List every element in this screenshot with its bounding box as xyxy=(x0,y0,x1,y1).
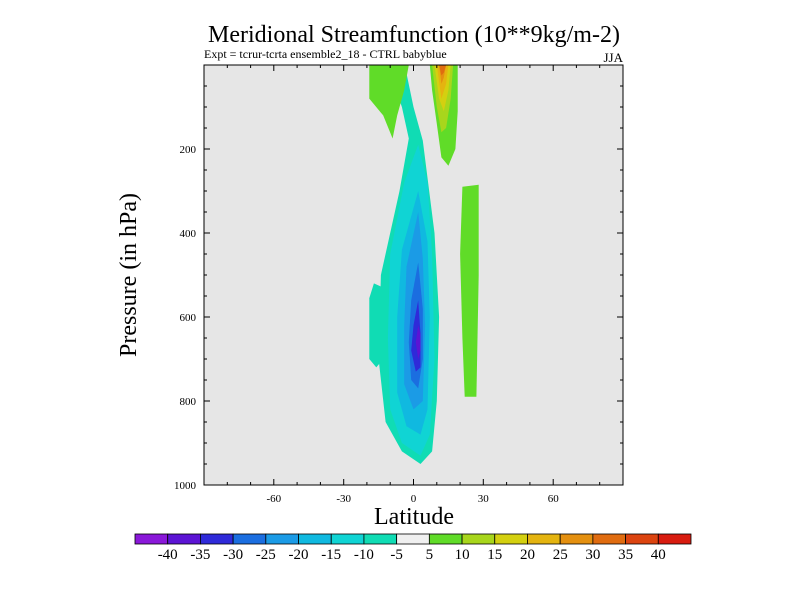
colorbar-label: 5 xyxy=(426,547,434,563)
contour-neg-40 xyxy=(415,325,421,359)
colorbar-label: -10 xyxy=(354,547,374,563)
chart-subtitle: Expt = tcrur-tcrta ensemble2_18 - CTRL b… xyxy=(204,47,447,61)
season-label: JJA xyxy=(603,50,623,65)
y-tick-label: 600 xyxy=(180,312,197,324)
y-tick-label: 800 xyxy=(180,396,197,408)
colorbar-label: -25 xyxy=(256,547,276,563)
x-tick-label: 0 xyxy=(411,493,417,505)
colorbar-label: -5 xyxy=(390,547,403,563)
colorbar-label: 35 xyxy=(618,547,633,563)
contour-pos-5-left xyxy=(369,65,409,139)
colorbar xyxy=(134,533,692,545)
colorbar-label: -40 xyxy=(158,547,178,563)
colorbar-swatch xyxy=(363,533,398,545)
y-axis-title: Pressure (in hPa) xyxy=(116,193,142,357)
x-tick-label: -30 xyxy=(336,493,351,505)
colorbar-label: -20 xyxy=(289,547,309,563)
colorbar-swatch xyxy=(461,533,496,545)
colorbar-swatch xyxy=(559,533,594,545)
colorbar-swatch xyxy=(330,533,365,545)
x-tick-label: 60 xyxy=(548,493,560,505)
colorbar-swatch xyxy=(200,533,234,545)
colorbar-swatch xyxy=(494,533,528,545)
contour-neg-10-tail xyxy=(369,283,384,368)
y-axis-ticks: 200 400 600 800 1000 xyxy=(174,64,623,492)
colorbar-swatch xyxy=(232,533,267,545)
x-axis-ticks: -60 -30 0 30 60 xyxy=(203,65,624,505)
colorbar-label: 25 xyxy=(553,547,568,563)
colorbar-swatch xyxy=(527,533,561,545)
contour-pos-5-band xyxy=(460,184,479,397)
contour-pos-20-jet xyxy=(436,65,449,99)
colorbar-swatch xyxy=(396,533,430,545)
colorbar-swatch xyxy=(265,533,299,545)
chart-title: Meridional Streamfunction (10**9kg/m-2) xyxy=(208,22,620,48)
x-tick-label: 30 xyxy=(478,493,490,505)
x-axis-title: Latitude xyxy=(374,504,454,530)
colorbar-label: -15 xyxy=(321,547,341,563)
y-tick-label: 400 xyxy=(180,228,197,240)
colorbar-swatch xyxy=(167,533,201,545)
colorbar-label: -30 xyxy=(223,547,243,563)
colorbar-labels: -40 -35 -30 -25 -20 -15 -10 -5 5 10 15 20 25 30 35 40 xyxy=(158,547,666,563)
colorbar-label: 40 xyxy=(651,547,666,563)
colorbar-swatch xyxy=(428,533,463,545)
colorbar-label: 15 xyxy=(487,547,502,563)
x-tick-label: -60 xyxy=(266,493,281,505)
colorbar-swatch xyxy=(625,533,659,545)
y-tick-label: 200 xyxy=(180,144,197,156)
contour-pos-30-jet xyxy=(439,65,447,76)
colorbar-label: 30 xyxy=(585,547,600,563)
colorbar-label: -35 xyxy=(190,547,210,563)
y-tick-label: 1000 xyxy=(174,480,197,492)
colorbar-label: 20 xyxy=(520,547,535,563)
colorbar-swatch xyxy=(298,533,332,545)
colorbar-swatch xyxy=(657,533,692,545)
colorbar-swatch xyxy=(592,533,626,545)
colorbar-swatch xyxy=(134,533,169,545)
colorbar-label: 10 xyxy=(455,547,470,563)
contour-fills xyxy=(369,65,479,465)
